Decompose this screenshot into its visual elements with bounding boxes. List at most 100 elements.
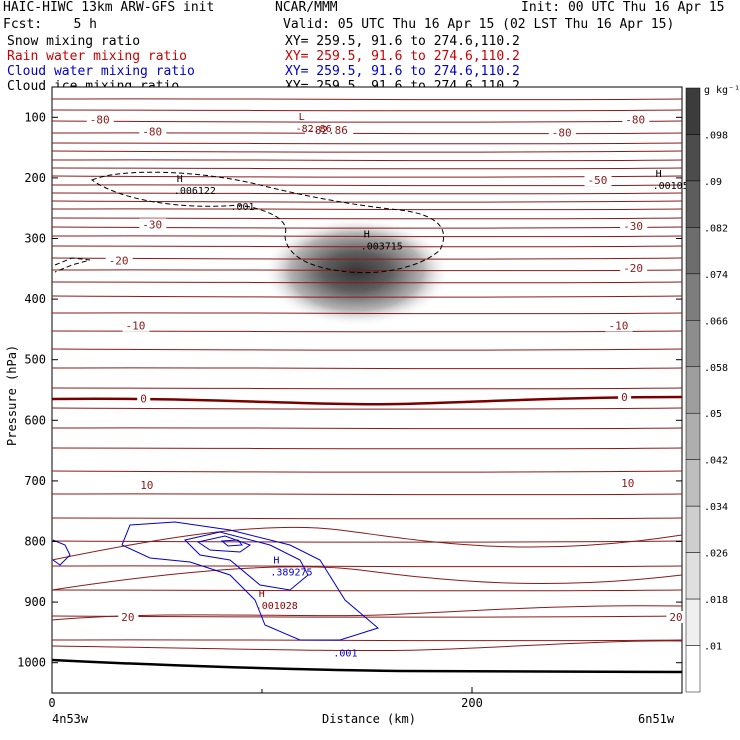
isotherm-line xyxy=(51,257,683,260)
plot-frame xyxy=(51,86,683,694)
temperature-label: -80 xyxy=(142,126,162,139)
colorbar-label: .098 xyxy=(704,130,728,141)
x-end-label: 6n51w xyxy=(638,712,675,726)
extremum-value: .001028 xyxy=(256,601,298,612)
forecast-hour: Fcst: 5 h xyxy=(3,17,97,32)
temperature-label: -80 xyxy=(552,126,572,139)
isotherm-line xyxy=(51,447,683,450)
colorbar-cell xyxy=(685,598,701,646)
isotherm-line xyxy=(51,150,683,153)
label-mask xyxy=(605,319,633,332)
isotherm-line xyxy=(51,295,683,298)
zero-isotherm xyxy=(51,395,683,406)
isotherm-line xyxy=(51,517,683,520)
extremum-value: .006122 xyxy=(174,186,216,197)
label-mask xyxy=(105,254,133,267)
isotherm-line xyxy=(51,120,683,123)
extremum-marker: L xyxy=(299,112,305,123)
isotherm-line xyxy=(51,470,683,473)
isotherm-line xyxy=(51,245,683,248)
isotherm-line xyxy=(51,605,683,621)
cloud-water-contour xyxy=(121,521,380,641)
isotherm-line xyxy=(51,589,683,592)
label-mask xyxy=(86,113,114,126)
temperature-label: -80 xyxy=(90,114,110,127)
colorbar-cell xyxy=(685,552,701,600)
colorbar-label: .05 xyxy=(704,409,722,420)
temperature-label: -80 xyxy=(625,114,645,127)
temperature-label: -20 xyxy=(623,262,643,275)
temperature-label: -20 xyxy=(109,255,129,268)
label-mask xyxy=(137,392,151,405)
cloud-ice-contour xyxy=(90,171,445,274)
label-mask xyxy=(618,391,632,404)
colorbar-cell xyxy=(685,505,701,553)
cloud-water-contour xyxy=(52,539,71,566)
colorbar-label: .042 xyxy=(704,456,728,467)
snow-shading xyxy=(261,216,452,327)
colorbar-cell xyxy=(685,320,701,368)
isotherm-line xyxy=(51,565,683,568)
field-rain-xy: XY= 259.5, 91.6 to 274.6,110.2 xyxy=(285,49,520,64)
isotherm-line xyxy=(51,98,683,101)
isotherm-line xyxy=(51,540,683,543)
temperature-label: -30 xyxy=(623,220,643,233)
extremum-value: .003715 xyxy=(361,242,403,253)
isotherm-line xyxy=(51,387,683,390)
isotherm-line xyxy=(51,367,683,370)
label-mask xyxy=(548,126,576,139)
y-tick-label: 800 xyxy=(24,535,46,549)
y-tick-label: 700 xyxy=(24,474,46,488)
label-mask xyxy=(620,220,648,233)
temperature-label: 20 xyxy=(121,611,134,624)
colorbar-cell xyxy=(685,412,701,460)
colorbar: .098 .09 .082 .074 .066 .058 .05 .042 .034 .026 .0… xyxy=(685,87,728,693)
colorbar-cell xyxy=(685,366,701,414)
temperature-label: -50 xyxy=(588,174,608,187)
extremum-marker: H xyxy=(259,589,265,600)
colorbar-label: .018 xyxy=(704,595,728,606)
isotherm-line xyxy=(51,348,683,351)
surface-line xyxy=(51,658,683,674)
colorbar-cell xyxy=(685,87,701,135)
y-tick-label: 100 xyxy=(24,110,46,124)
colorbar-cell xyxy=(685,134,701,182)
isotherm-line xyxy=(51,493,683,496)
extremum-value: -82.86 xyxy=(296,124,332,135)
isotherm-line xyxy=(51,640,683,652)
org-label: NCAR/MMM xyxy=(275,0,338,15)
contour-label: .001 xyxy=(333,649,357,660)
isotherm-line xyxy=(51,132,683,135)
isotherm-line xyxy=(51,312,683,315)
colorbar-unit: g kg⁻¹ xyxy=(704,85,740,96)
model-title: HAIC-HIWC 13km ARW-GFS init xyxy=(3,0,215,15)
temperature-label: -82.86 xyxy=(308,124,348,137)
y-tick-label: 400 xyxy=(24,292,46,306)
label-mask xyxy=(622,113,650,126)
extremum-value: .001055 xyxy=(653,181,695,192)
colorbar-cell xyxy=(685,180,701,228)
cloud-water-contour xyxy=(220,539,243,547)
colorbar-label: .09 xyxy=(704,177,722,188)
extremum-marker: H xyxy=(364,230,370,241)
field-cloudwater-name: Cloud water mixing ratio xyxy=(7,64,195,79)
field-snow-name: Snow mixing ratio xyxy=(7,34,141,49)
isotherm-line xyxy=(51,159,683,162)
temperature-label: -10 xyxy=(126,320,146,333)
temperature-label: 20 xyxy=(669,611,682,624)
x-start-label: 4n53w xyxy=(52,712,89,726)
y-tick-label: 900 xyxy=(24,595,46,609)
isotherm-line xyxy=(51,109,683,112)
colorbar-label: .066 xyxy=(704,316,728,327)
temperature-isotherms: -80 -80 -82.86 -80 -80 -50 -30 -30 -20 -20 -10 -10 0… xyxy=(51,98,687,674)
isotherm-line xyxy=(51,566,683,591)
temperature-label: 0 xyxy=(621,391,628,404)
extremum-value: .389275 xyxy=(270,568,312,579)
label-mask xyxy=(139,125,167,138)
isotherm-line xyxy=(51,226,683,229)
y-tick-label: 1000 xyxy=(17,656,46,670)
colorbar-cell xyxy=(685,227,701,275)
colorbar-label: .082 xyxy=(704,223,728,234)
